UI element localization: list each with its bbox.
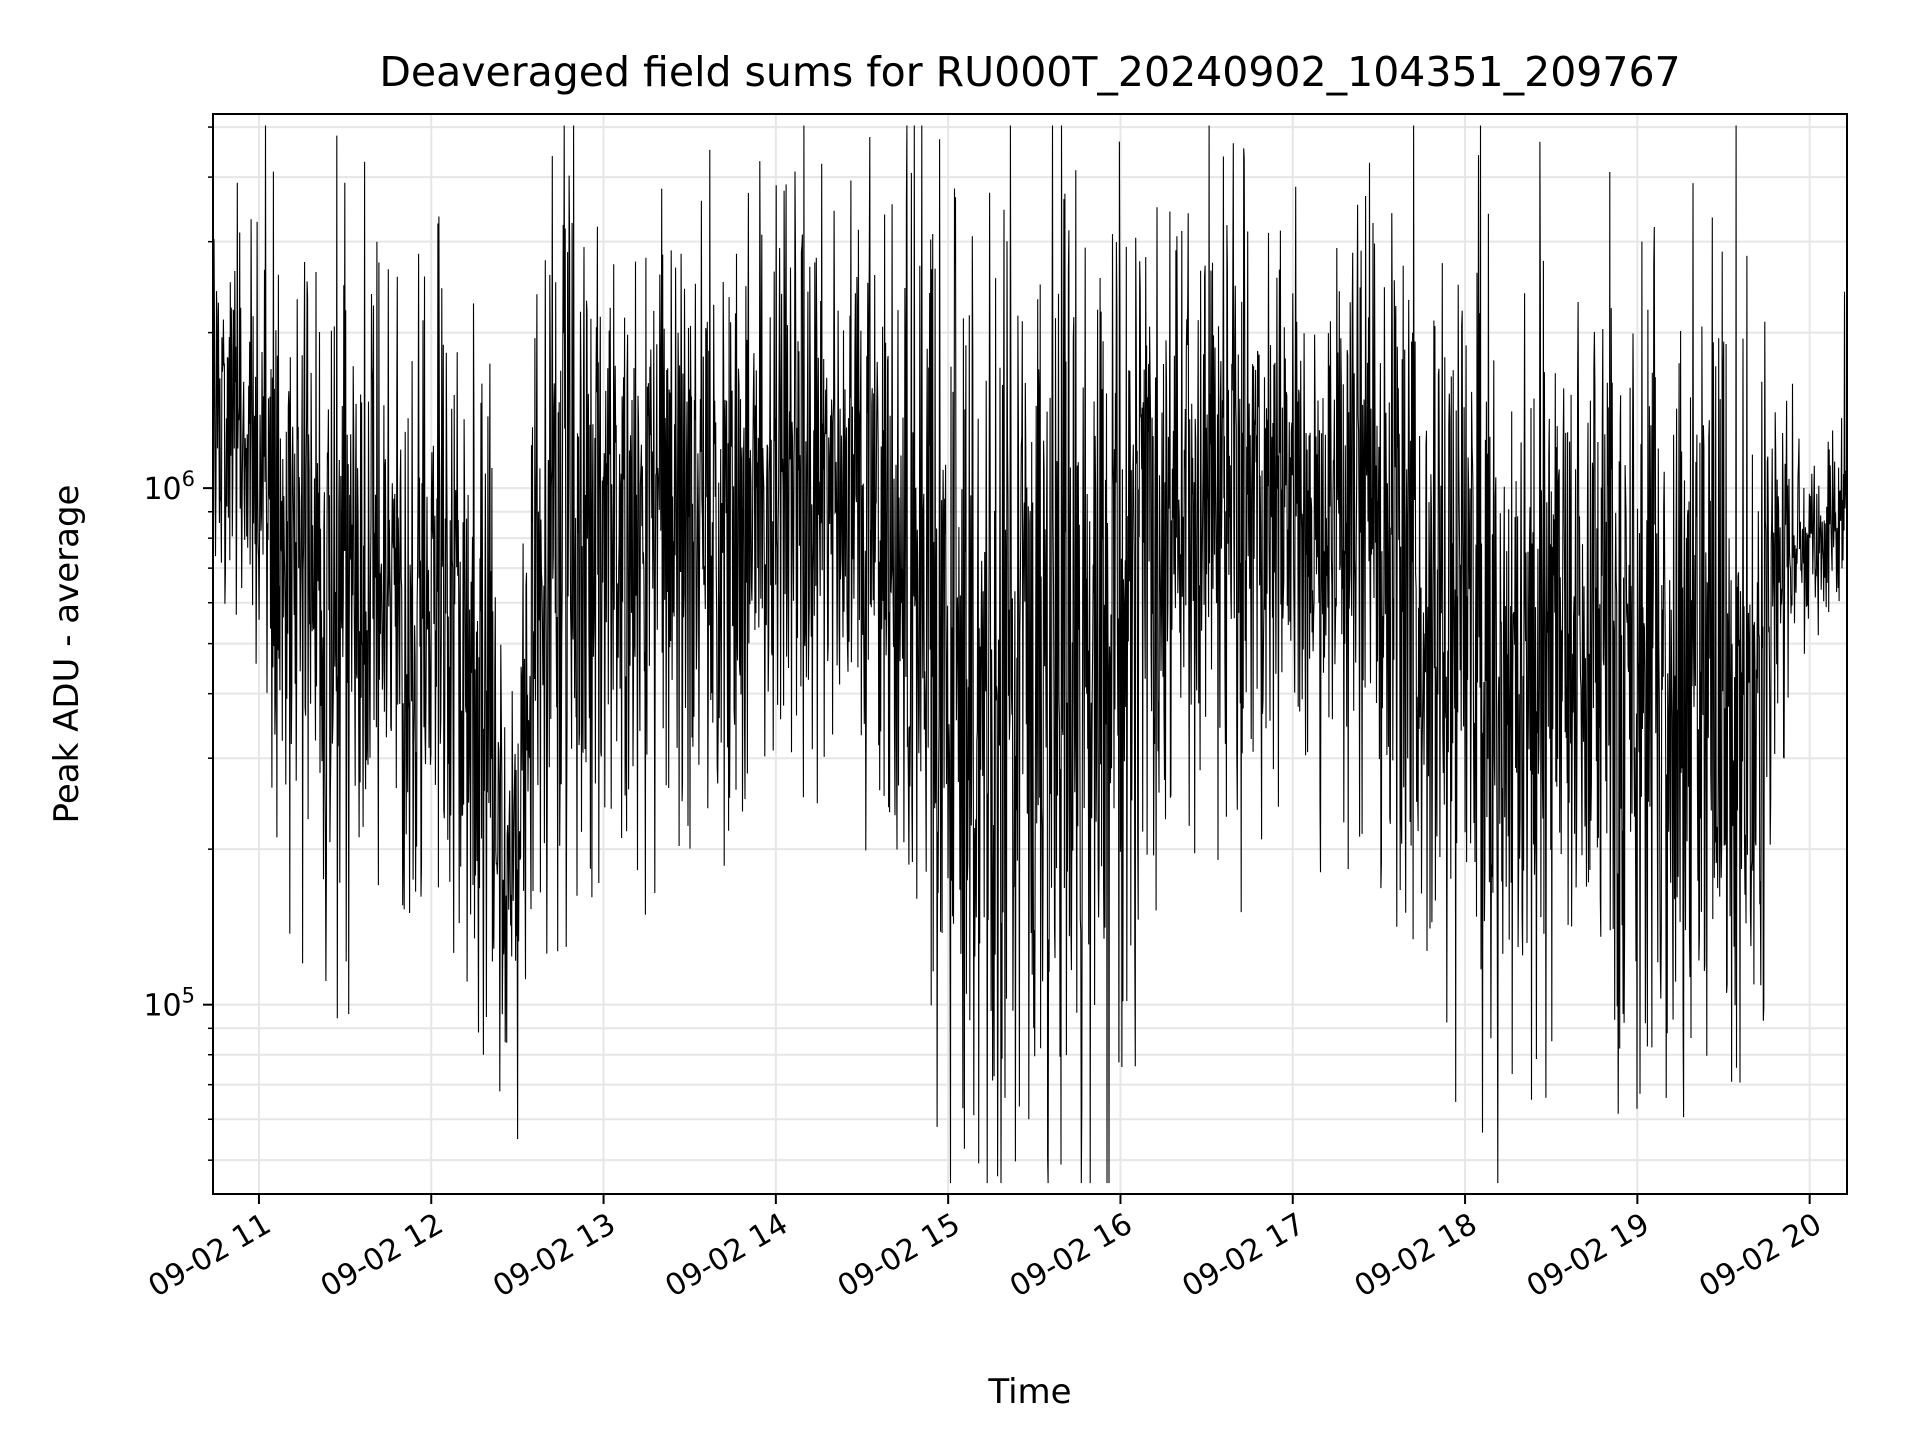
x-axis: 09-02 11 09-02 12 09-02 13 09-02 14 09-02 15… [143, 1194, 1828, 1304]
y-tick-label: 105 [143, 984, 195, 1024]
y-axis: 105 106 [143, 126, 213, 1161]
x-tick-label: 09-02 14 [660, 1207, 794, 1305]
plot-frame [212, 113, 1848, 1195]
x-tick-label: 09-02 20 [1693, 1207, 1827, 1305]
x-axis-label: Time [987, 1372, 1071, 1412]
chart-title: Deaveraged field sums for RU000T_2024090… [379, 48, 1680, 96]
series-line [212, 125, 1848, 1184]
x-tick-label: 09-02 19 [1521, 1207, 1655, 1305]
y-axis-label: Peak ADU - average [47, 485, 87, 824]
grid [213, 114, 1847, 1194]
x-tick-label: 09-02 13 [487, 1207, 621, 1305]
x-tick-label: 09-02 18 [1349, 1207, 1483, 1305]
x-tick-label: 09-02 16 [1004, 1207, 1138, 1305]
x-tick-label: 09-02 12 [315, 1207, 449, 1305]
series-path [212, 125, 1848, 1184]
x-tick-label: 09-02 15 [832, 1207, 966, 1305]
y-tick-label: 106 [143, 467, 195, 507]
x-tick-label: 09-02 17 [1176, 1207, 1310, 1305]
x-tick-label: 09-02 11 [143, 1207, 277, 1305]
